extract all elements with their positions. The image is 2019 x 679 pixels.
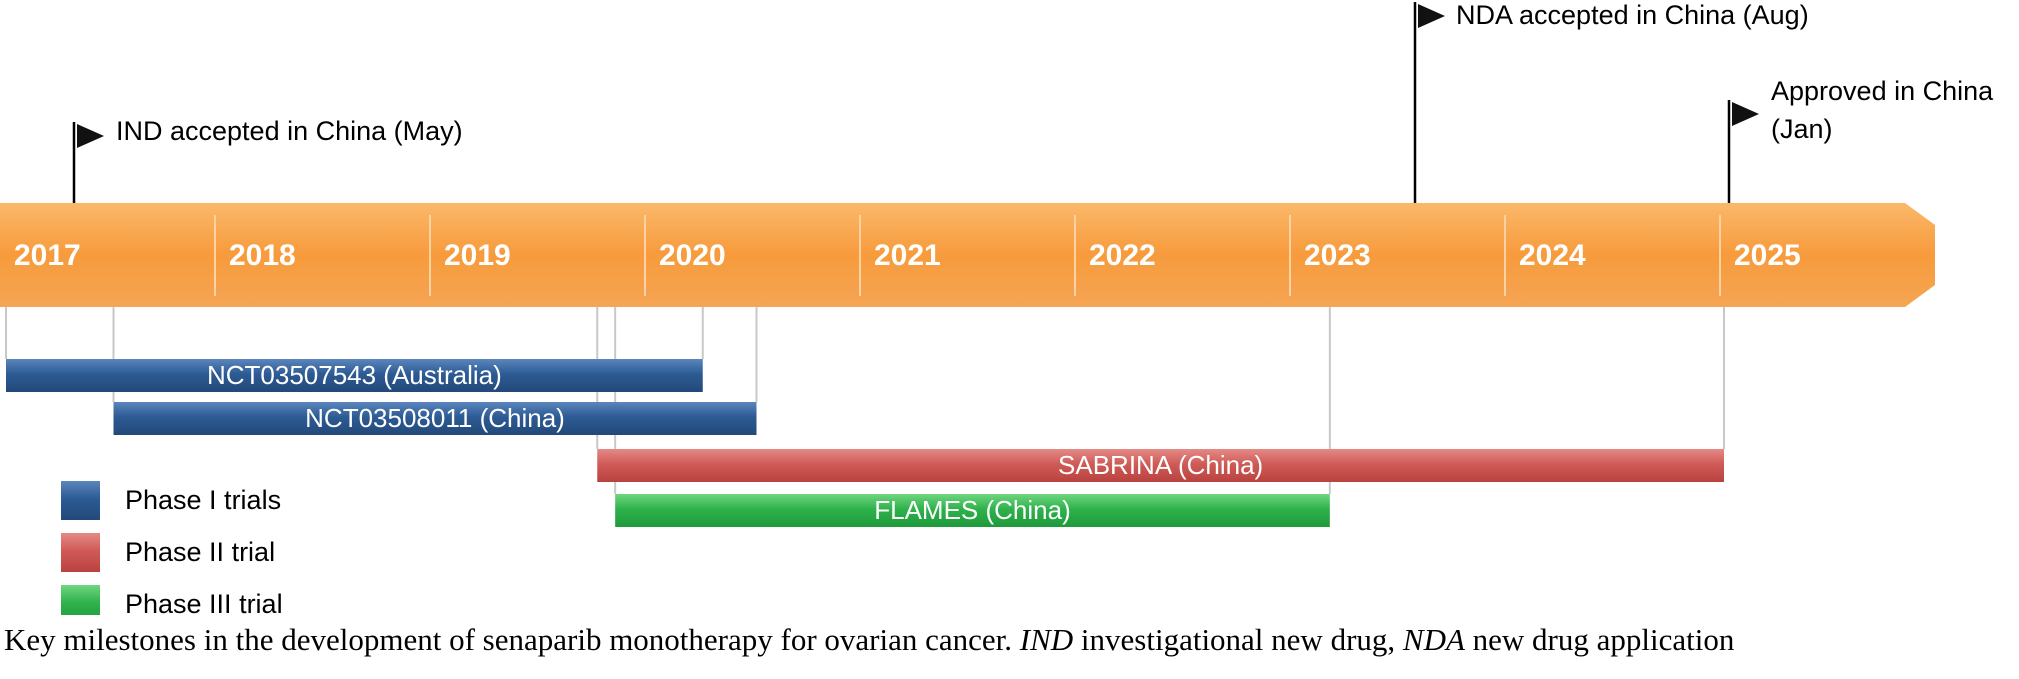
caption-text: Key milestones in the development of sen…	[4, 622, 1020, 657]
legend-label: Phase II trial	[125, 537, 275, 567]
year-label-2019: 2019	[444, 239, 511, 272]
caption-abbreviation: IND	[1019, 622, 1074, 657]
flag-icon	[1418, 4, 1445, 28]
trial-bar-label: FLAMES (China)	[874, 495, 1071, 525]
year-label-2024: 2024	[1519, 239, 1586, 272]
milestone: NDA accepted in China (Aug)	[1413, 0, 1809, 203]
year-label-2018: 2018	[229, 239, 296, 272]
year-label-2025: 2025	[1734, 239, 1801, 272]
trial-bar	[6, 359, 703, 392]
figure-caption: Key milestones in the development of sen…	[4, 622, 2014, 658]
milestone-label: (Jan)	[1771, 114, 1833, 144]
legend-swatch	[61, 533, 100, 572]
year-label-2017: 2017	[14, 239, 81, 272]
trial-bar	[597, 449, 1724, 482]
year-label-2022: 2022	[1089, 239, 1156, 272]
legend-label: Phase III trial	[125, 589, 283, 615]
milestone: Approved in China (Jan)	[1727, 76, 1994, 203]
flag-icon	[1732, 102, 1759, 126]
legend-swatch	[61, 585, 100, 615]
trial-bar-label: NCT03507543 (Australia)	[207, 360, 502, 390]
timeline-diagram: 2017 2018 2019 2020 2021 2022 2023 2024 2025 NCT…	[0, 0, 1994, 615]
milestone-label: NDA accepted in China (Aug)	[1456, 0, 1809, 30]
legend-swatch	[61, 481, 100, 520]
milestone: IND accepted in China (May)	[72, 116, 463, 203]
trial-bar	[615, 494, 1330, 527]
trial-bar-label: SABRINA (China)	[1058, 450, 1263, 480]
caption-text: new drug application	[1464, 622, 1735, 657]
year-label-2023: 2023	[1304, 239, 1371, 272]
caption-text: investigational new drug,	[1073, 622, 1403, 657]
milestone-label: Approved in China	[1771, 76, 1994, 106]
timeline-band	[0, 203, 1935, 307]
year-label-2021: 2021	[874, 239, 941, 272]
flag-icon	[77, 124, 104, 148]
trial-bar-label: NCT03508011 (China)	[305, 403, 565, 433]
legend-label: Phase I trials	[125, 485, 281, 515]
milestone-label: IND accepted in China (May)	[116, 116, 463, 146]
caption-abbreviation: NDA	[1402, 622, 1465, 657]
trial-bar	[113, 402, 757, 435]
year-label-2020: 2020	[659, 239, 726, 272]
